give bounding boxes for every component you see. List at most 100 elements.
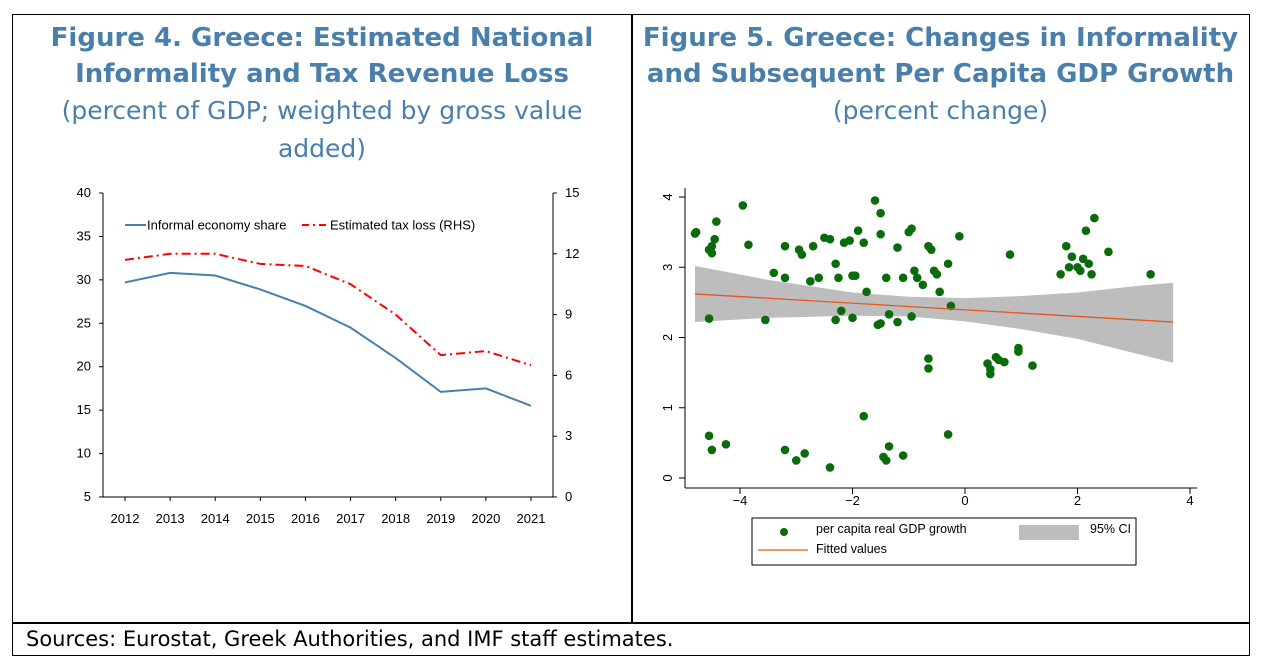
x-tick-label: −2 [845, 493, 860, 508]
scatter-point [924, 354, 933, 363]
scatter-point [932, 269, 942, 279]
y-tick-label: 4 [660, 193, 675, 200]
scatter-point [1090, 213, 1099, 223]
scatter-point [691, 227, 701, 237]
scatter-point [806, 277, 815, 286]
scatter-point [870, 196, 880, 205]
scatter-point [907, 224, 916, 233]
x-tick-label: 4 [1186, 493, 1193, 508]
scatter-point [704, 314, 714, 323]
series-informal-economy-share [124, 271, 532, 407]
scatter-point [1146, 269, 1155, 279]
scatter-point [834, 273, 843, 283]
scatter-point [1084, 259, 1094, 269]
right-tick-label: 6 [565, 367, 572, 382]
panel-divider [631, 14, 633, 623]
y-tick-label: 0 [660, 474, 675, 481]
scatter-point [1005, 250, 1015, 259]
scatter-point [800, 449, 809, 458]
scatter-point [910, 266, 919, 276]
legend-label-taxloss: Estimated tax loss (RHS) [330, 218, 475, 233]
x-tick-label: 2014 [201, 511, 230, 526]
right-tick-label: 0 [565, 489, 572, 504]
scatter-point [825, 463, 835, 472]
scatter-point [814, 273, 824, 283]
scatter-point [907, 312, 916, 321]
scatter-point [738, 201, 748, 210]
scatter-point [1056, 269, 1065, 279]
scatter-point [862, 287, 871, 297]
scatter-point [918, 280, 928, 290]
scatter-point [876, 208, 885, 218]
x-tick-label: 2016 [291, 511, 320, 526]
scatter-point [710, 234, 719, 244]
scatter-point [761, 315, 770, 325]
scatter-point [1087, 269, 1096, 279]
left-tick-label: 25 [77, 315, 91, 330]
right-tick-label: 12 [565, 246, 579, 261]
scatter-point [912, 273, 922, 283]
x-tick-label: 2013 [156, 511, 185, 526]
y-tick-label: 2 [660, 334, 675, 341]
x-tick-label: 2015 [246, 511, 275, 526]
x-tick-label: 0 [961, 493, 968, 508]
scatter-point [721, 439, 731, 449]
scatter-point [876, 229, 885, 239]
scatter-point [704, 431, 714, 441]
left-tick-label: 35 [77, 228, 91, 243]
scatter-point [1061, 241, 1071, 251]
scatter-point [884, 442, 894, 451]
sources-note: Sources: Eurostat, Greek Authorities, an… [26, 627, 674, 651]
scatter-point [1104, 247, 1113, 257]
scatter-point [943, 259, 953, 269]
legend-label-fit: Fitted values [816, 542, 887, 556]
legend-label-informal: Informal economy share [147, 218, 286, 233]
confidence-band [695, 265, 1174, 363]
scatter-point [1081, 226, 1091, 236]
scatter-point [780, 241, 790, 251]
scatter-point [893, 317, 902, 327]
scatter-point [898, 451, 908, 460]
scatter-point [780, 273, 790, 283]
scatter-point [712, 217, 721, 226]
left-tick-label: 5 [84, 489, 91, 504]
legend-swatch-ci [1019, 525, 1079, 540]
scatter-point [926, 245, 936, 254]
x-tick-label: 2017 [336, 511, 365, 526]
scatter-point [808, 241, 818, 251]
x-tick-label: 2012 [111, 511, 140, 526]
x-tick-label: −4 [733, 493, 748, 508]
scatter-point [831, 315, 840, 325]
scatter-point [853, 226, 863, 236]
scatter-point [825, 234, 835, 244]
x-tick-label: 2019 [426, 511, 455, 526]
scatter-point [1000, 357, 1009, 367]
scatter-point [848, 313, 857, 323]
scatter-point [707, 248, 717, 258]
series-estimated-tax-loss [124, 252, 532, 367]
x-tick-label: 2020 [471, 511, 500, 526]
figure5-title: Figure 5. Greece: Changes in Informality… [642, 23, 1239, 89]
left-tick-label: 20 [77, 359, 91, 374]
legend-marker-growth [780, 528, 788, 536]
x-tick-label: 2021 [517, 511, 546, 526]
scatter-point [955, 232, 964, 241]
scatter-point [893, 243, 902, 252]
scatter-point [876, 319, 885, 328]
scatter-point [1014, 347, 1023, 356]
scatter-point [1028, 361, 1037, 370]
right-tick-label: 9 [565, 307, 572, 322]
scatter-point [924, 364, 933, 373]
figure5-heading: Figure 5. Greece: Changes in Informality… [638, 20, 1243, 130]
right-tick-label: 3 [565, 428, 572, 443]
scatter-point [1067, 252, 1077, 262]
left-tick-label: 40 [77, 185, 91, 200]
scatter-point [884, 310, 894, 319]
scatter-point [943, 430, 953, 439]
left-tick-label: 10 [77, 446, 91, 461]
x-tick-label: 2 [1074, 493, 1081, 508]
scatter-point [744, 240, 753, 250]
left-tick-label: 15 [77, 402, 91, 417]
scatter-point [851, 271, 860, 280]
